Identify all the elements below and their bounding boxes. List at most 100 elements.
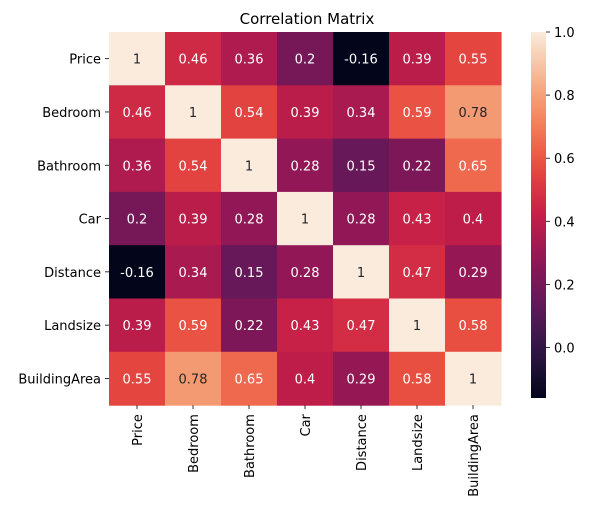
heatmap-cell: [445, 138, 502, 193]
cell-value-label: 0.39: [291, 106, 320, 121]
cell-value-label: 0.28: [235, 213, 264, 228]
heatmap-cell: [221, 191, 278, 246]
y-tick-label: Bathroom: [37, 159, 101, 174]
heatmap-cell: [277, 191, 334, 246]
heatmap-cells: 1 0.46 0.36 0.2 -0.16 0.39 0.55 0.46 1 0.54 0.39 0.…: [109, 32, 502, 406]
heatmap-cell: [109, 85, 166, 140]
heatmap-cell: [165, 298, 222, 353]
cell-value-label: 0.28: [291, 266, 320, 281]
y-tick-label: Car: [79, 213, 102, 228]
heatmap-cell: [221, 32, 278, 86]
heatmap-cell: [165, 138, 222, 193]
heatmap-cell: [333, 298, 390, 353]
x-tick-label: Price: [131, 414, 146, 446]
y-tick-label: BuildingArea: [18, 372, 101, 387]
cell-value-label: 0.58: [459, 319, 488, 334]
heatmap-cell: [109, 138, 166, 193]
heatmap-cell: [109, 191, 166, 246]
x-tick-labels: Price Bedroom Bathroom Car Distance Landsize B…: [131, 405, 482, 497]
heatmap-cell: [277, 298, 334, 353]
y-tick-labels: Price Bedroom Bathroom Car Distance Landsize B…: [18, 53, 109, 387]
heatmap-cell: [445, 32, 502, 86]
cell-value-label: 0.34: [347, 106, 376, 121]
cell-value-label: 0.4: [295, 372, 316, 387]
heatmap-cell: [389, 191, 446, 246]
heatmap-cell: [333, 351, 390, 406]
y-tick-label: Price: [69, 53, 101, 68]
colorbar-tick-label: 0.6: [554, 152, 575, 167]
heatmap-cell: [277, 351, 334, 406]
colorbar-tick-label: 1.0: [554, 26, 575, 41]
heatmap-cell: [333, 138, 390, 193]
heatmap-cell: [109, 245, 166, 300]
heatmap-cell: [333, 245, 390, 300]
x-tick-label: BuildingArea: [467, 414, 482, 497]
y-tick-label: Bedroom: [42, 106, 101, 121]
cell-value-label: 1: [189, 106, 197, 121]
heatmap-cell: [277, 245, 334, 300]
heatmap-cell: [277, 85, 334, 140]
cell-value-label: 0.2: [127, 213, 148, 228]
x-tick-label: Landsize: [411, 414, 426, 471]
heatmap-cell: [221, 138, 278, 193]
heatmap-cell: [333, 85, 390, 140]
heatmap-cell: [445, 298, 502, 353]
cell-value-label: 0.39: [403, 53, 432, 68]
cell-value-label: 0.46: [123, 106, 152, 121]
cell-value-label: 1: [133, 53, 141, 68]
cell-value-label: 0.47: [347, 319, 376, 334]
cell-value-label: -0.16: [344, 53, 378, 68]
cell-value-label: 0.29: [459, 266, 488, 281]
colorbar-tick-label: 0.8: [554, 89, 575, 104]
heatmap-cell: [221, 351, 278, 406]
heatmap-cell: [389, 351, 446, 406]
cell-value-label: 0.55: [459, 53, 488, 68]
cell-value-label: 0.55: [123, 372, 152, 387]
heatmap-cell: [165, 245, 222, 300]
heatmap-cell: [165, 191, 222, 246]
heatmap-cell: [445, 351, 502, 406]
x-tick-label: Distance: [355, 414, 370, 471]
cell-value-label: 0.54: [179, 159, 208, 174]
colorbar: [531, 32, 546, 398]
cell-value-label: 0.43: [291, 319, 320, 334]
y-tick-label: Distance: [44, 266, 101, 281]
heatmap-cell: [221, 85, 278, 140]
cell-value-label: 0.36: [123, 159, 152, 174]
heatmap-cell: [445, 191, 502, 246]
cell-value-label: 0.39: [179, 213, 208, 228]
cell-value-label: 0.59: [403, 106, 432, 121]
cell-value-label: 0.2: [295, 53, 316, 68]
heatmap-cell: [109, 298, 166, 353]
cell-value-label: 0.58: [403, 372, 432, 387]
colorbar-tick-label: 0.2: [554, 278, 575, 293]
colorbar-ticks: 0.0 0.2 0.4 0.6 0.8 1.0: [546, 26, 575, 357]
cell-value-label: 0.47: [403, 266, 432, 281]
cell-value-label: 0.65: [235, 372, 264, 387]
cell-value-label: 0.39: [123, 319, 152, 334]
colorbar-tick-label: 0.4: [554, 215, 575, 230]
heatmap-cell: [389, 245, 446, 300]
chart-title: Correlation Matrix: [240, 10, 375, 28]
cell-value-label: 0.36: [235, 53, 264, 68]
cell-value-label: 1: [413, 319, 421, 334]
heatmap-cell: [389, 298, 446, 353]
heatmap-cell: [277, 138, 334, 193]
cell-value-label: 0.15: [235, 266, 264, 281]
cell-value-label: 0.15: [347, 159, 376, 174]
heatmap-cell: [165, 85, 222, 140]
cell-value-label: 1: [245, 159, 253, 174]
heatmap-cell: [221, 298, 278, 353]
y-tick-label: Landsize: [44, 319, 101, 334]
cell-value-label: 0.78: [179, 372, 208, 387]
cell-value-label: 0.78: [459, 106, 488, 121]
cell-value-label: -0.16: [120, 266, 154, 281]
cell-value-label: 0.22: [235, 319, 264, 334]
cell-value-label: 0.59: [179, 319, 208, 334]
cell-value-label: 0.65: [459, 159, 488, 174]
heatmap-cell: [389, 32, 446, 86]
cell-value-label: 0.54: [235, 106, 264, 121]
heatmap-cell: [389, 138, 446, 193]
colorbar-tick-label: 0.0: [554, 342, 575, 357]
